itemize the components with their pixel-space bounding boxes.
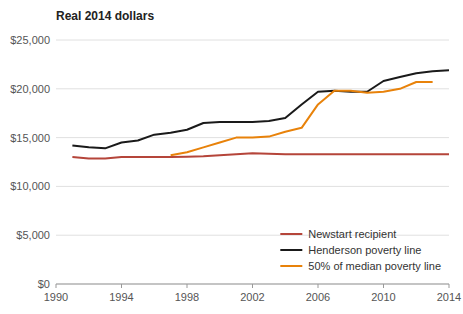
x-axis: 1990 1994 1998 2002 2006 2010 2014 [44, 284, 461, 303]
y-tick-label: $10,000 [10, 180, 50, 192]
legend-label: 50% of median poverty line [308, 260, 441, 272]
grid-line [56, 88, 449, 89]
legend: Newstart recipient Henderson poverty line… [280, 228, 441, 272]
y-tick-label: $15,000 [10, 132, 50, 144]
grid-line [56, 40, 449, 41]
x-tick-label: 1998 [175, 291, 199, 303]
legend-label: Newstart recipient [308, 228, 396, 240]
x-tick-label: 2006 [306, 291, 330, 303]
y-tick-label: $0 [38, 278, 50, 290]
x-tick [449, 284, 450, 288]
x-tick [56, 284, 57, 288]
series-line [171, 82, 433, 155]
grid-line [56, 186, 449, 187]
y-tick-label: $20,000 [10, 83, 50, 95]
legend-label: Henderson poverty line [308, 244, 421, 256]
x-tick [383, 284, 384, 288]
x-tick [121, 284, 122, 288]
title: Real 2014 dollars [56, 9, 154, 23]
x-tick-label: 1994 [109, 291, 133, 303]
y-tick-label: $25,000 [10, 34, 50, 46]
x-tick [318, 284, 319, 288]
legend-swatch [280, 249, 302, 251]
x-tick-label: 2002 [240, 291, 264, 303]
x-tick-label: 1990 [44, 291, 68, 303]
legend-swatch [280, 265, 302, 267]
y-tick-label: $5,000 [16, 229, 50, 241]
x-tick [187, 284, 188, 288]
legend-swatch [280, 233, 302, 235]
series-line [72, 153, 449, 158]
lines [72, 70, 449, 158]
x-tick [252, 284, 253, 288]
x-tick-label: 2014 [437, 291, 461, 303]
y-axis: $0 $5,000 $10,000 $15,000 $20,000 $25,000 [10, 34, 449, 290]
x-tick-label: 2010 [371, 291, 395, 303]
chart: Real 2014 dollars$0$5,000$10,000$15,000$… [0, 0, 463, 314]
